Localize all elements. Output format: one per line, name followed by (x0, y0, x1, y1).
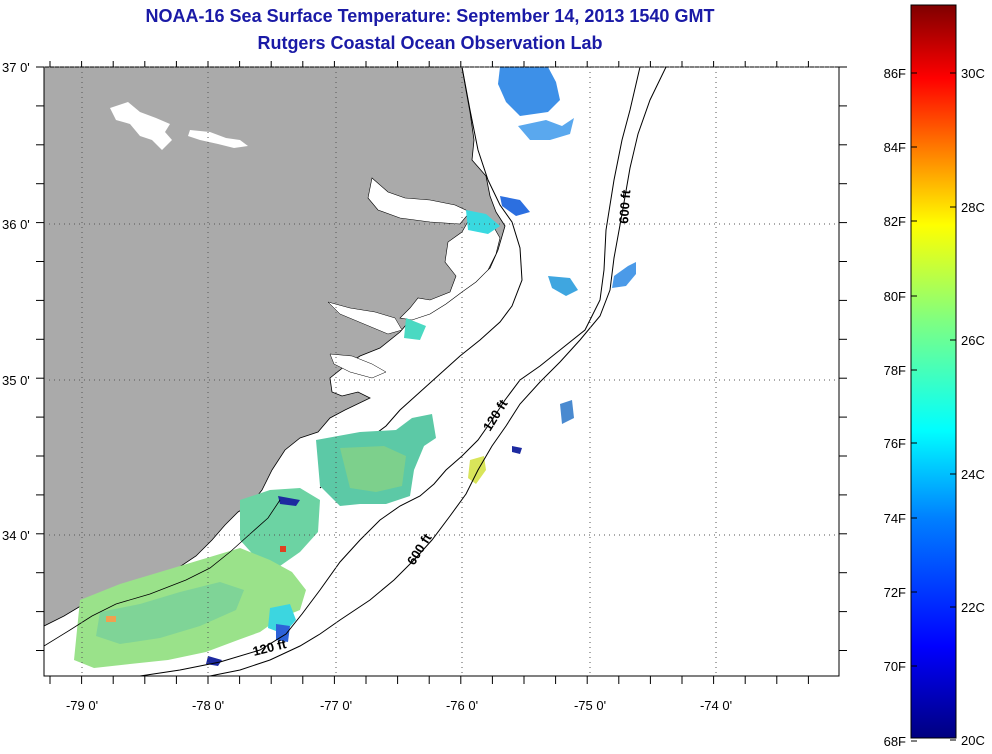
colorbar-f-label: 80F (884, 289, 906, 304)
south-coastline (44, 499, 281, 647)
map-subtitle: Rutgers Coastal Ocean Observation Lab (257, 33, 603, 53)
longitude-label: -77 0' (320, 698, 352, 713)
colorbar-f-label: 68F (884, 734, 906, 749)
sst-data (74, 67, 636, 668)
latitude-label: 36 0' (2, 217, 30, 232)
colorbar-f-label: 82F (884, 214, 906, 229)
colorbar (910, 4, 957, 739)
colorbar-c-label: 20C (961, 733, 985, 748)
longitude-label: -74 0' (700, 698, 732, 713)
neuse-river (329, 353, 387, 379)
latitude-label: 37 0' (2, 60, 30, 75)
colorbar-c-label: 26C (961, 333, 985, 348)
colorbar-c-label: 30C (961, 66, 985, 81)
longitude-label: -75 0' (574, 698, 606, 713)
colorbar-f-label: 72F (884, 585, 906, 600)
longitude-labels: -79 0' -78 0' -77 0' -76 0' -75 0' -74 0' (66, 698, 732, 713)
albemarle-sound (367, 177, 471, 225)
longitude-label: -78 0' (192, 698, 224, 713)
contour-120ft (139, 67, 641, 676)
latitude-label: 34 0' (2, 528, 30, 543)
colorbar-f-label: 84F (884, 140, 906, 155)
longitude-label: -76 0' (446, 698, 478, 713)
colorbar-c-label: 28C (961, 200, 985, 215)
colorbar-f-label: 74F (884, 511, 906, 526)
colorbar-f-label: 70F (884, 659, 906, 674)
latitude-labels: 37 0' 36 0' 35 0' 34 0' (2, 60, 30, 543)
longitude-label: -79 0' (66, 698, 98, 713)
map-title: NOAA-16 Sea Surface Temperature: Septemb… (145, 6, 715, 26)
colorbar-celsius-labels: 30C 28C 26C 24C 22C 20C (950, 66, 985, 748)
colorbar-c-label: 22C (961, 600, 985, 615)
colorbar-fahrenheit-labels: 86F 84F 82F 80F 78F 76F 74F 72F 70F 68F (884, 66, 917, 749)
map-frame (43, 66, 840, 677)
colorbar-f-label: 76F (884, 436, 906, 451)
inland-lake (110, 102, 172, 150)
axis-ticks (36, 61, 847, 684)
pamlico-river (327, 301, 403, 335)
latitude-label: 35 0' (2, 373, 30, 388)
inland-river (188, 130, 248, 148)
colorbar-f-label: 86F (884, 66, 906, 81)
colorbar-c-label: 24C (961, 467, 985, 482)
colorbar-f-label: 78F (884, 363, 906, 378)
contour-label-600ft-north: 600 ft (616, 189, 633, 225)
contour-600ft (209, 67, 667, 676)
